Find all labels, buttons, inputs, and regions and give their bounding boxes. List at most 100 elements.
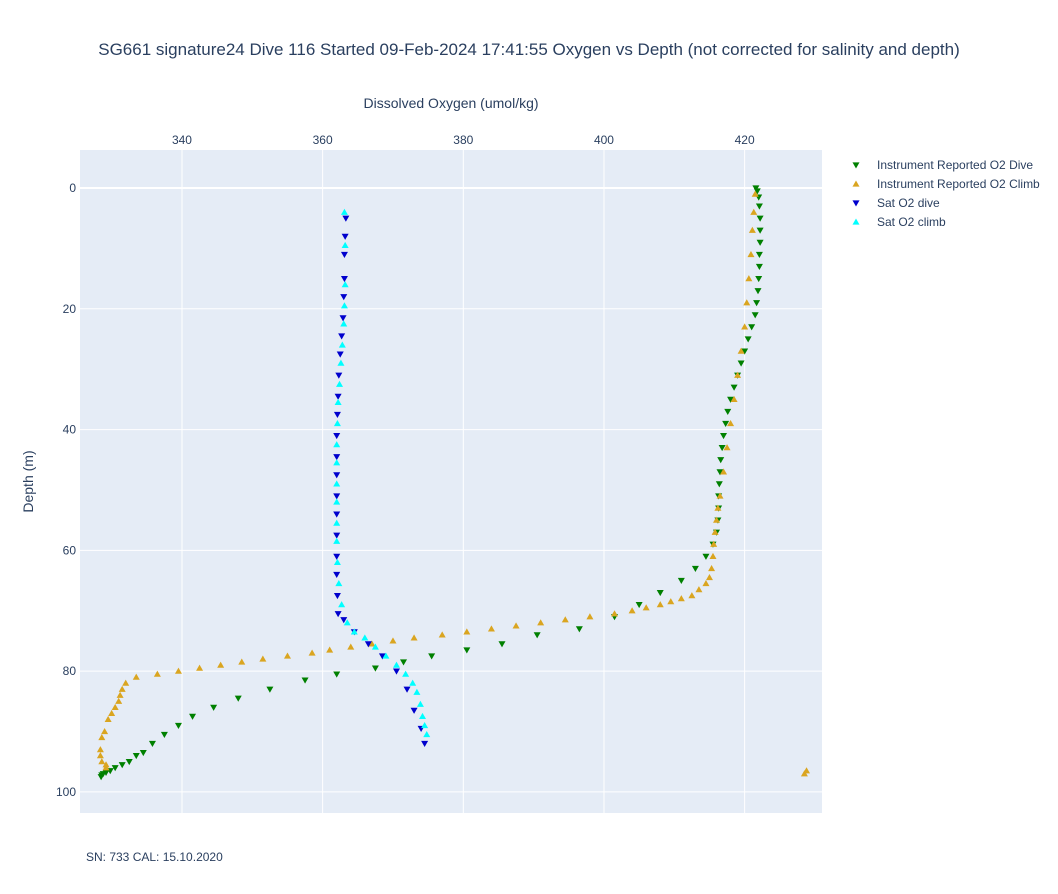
legend-marker-icon xyxy=(852,200,860,207)
y-tick-label: 80 xyxy=(63,664,77,678)
data-point xyxy=(340,617,348,624)
data-point xyxy=(342,215,350,222)
data-point xyxy=(421,721,429,729)
data-point xyxy=(392,661,400,668)
data-point xyxy=(533,632,541,639)
x-tick-label: 360 xyxy=(313,133,333,147)
data-point xyxy=(160,731,168,739)
data-point xyxy=(402,670,410,677)
data-point xyxy=(730,384,738,391)
data-point xyxy=(378,653,386,660)
data-point xyxy=(340,251,348,258)
y-tick-label: 40 xyxy=(63,423,77,437)
data-point xyxy=(350,628,358,635)
data-points xyxy=(96,185,811,781)
data-point xyxy=(747,250,755,258)
legend-label: Instrument Reported O2 Dive xyxy=(877,158,1033,172)
data-point xyxy=(333,571,341,578)
data-point xyxy=(537,619,545,626)
legend-label: Instrument Reported O2 Climb xyxy=(877,177,1040,191)
data-point xyxy=(234,695,242,702)
data-point xyxy=(308,649,316,656)
y-tick-labels: 0 20 40 60 80 100 xyxy=(56,181,76,799)
data-point xyxy=(702,553,710,560)
data-point xyxy=(341,241,349,249)
data-point xyxy=(716,469,724,476)
data-point xyxy=(702,580,710,587)
data-point xyxy=(340,294,348,301)
data-point xyxy=(751,190,759,197)
data-point xyxy=(111,703,119,710)
data-point xyxy=(720,432,728,440)
y-tick-label: 100 xyxy=(56,785,76,799)
data-point xyxy=(340,302,348,309)
x-tick-labels: 340 360 380 400 420 xyxy=(172,133,755,147)
data-point xyxy=(111,765,119,772)
data-point xyxy=(132,673,140,680)
data-point xyxy=(96,746,104,753)
legend-item[interactable]: Instrument Reported O2 Climb xyxy=(852,177,1041,191)
data-point xyxy=(611,610,619,617)
data-point xyxy=(174,722,182,729)
legend-item[interactable]: Instrument Reported O2 Dive xyxy=(852,158,1034,172)
data-point xyxy=(498,641,506,648)
data-point xyxy=(334,393,342,400)
data-point xyxy=(512,622,520,629)
data-point xyxy=(428,653,436,660)
data-point xyxy=(416,700,424,707)
data-point xyxy=(340,275,348,283)
data-point xyxy=(677,595,685,602)
data-point xyxy=(266,686,274,693)
data-point xyxy=(333,558,341,566)
legend[interactable]: Instrument Reported O2 Dive Instrument Re… xyxy=(852,158,1041,229)
data-point xyxy=(727,396,735,403)
legend-label: Sat O2 dive xyxy=(877,196,940,210)
x-tick-label: 340 xyxy=(172,133,192,147)
data-point xyxy=(561,616,569,623)
data-point xyxy=(336,351,344,358)
data-point xyxy=(756,215,764,222)
data-point xyxy=(118,685,126,692)
data-point xyxy=(714,504,722,511)
legend-item[interactable]: Sat O2 dive xyxy=(852,196,941,210)
data-point xyxy=(371,665,379,672)
data-point xyxy=(364,641,372,648)
data-point xyxy=(753,300,761,307)
data-point xyxy=(750,208,758,215)
data-point xyxy=(656,589,664,597)
data-point xyxy=(333,553,341,560)
data-point xyxy=(341,281,349,288)
data-point xyxy=(340,320,348,327)
data-point xyxy=(333,480,341,487)
data-point xyxy=(710,540,718,547)
data-point xyxy=(96,752,104,759)
data-point xyxy=(333,432,341,440)
legend-item[interactable]: Sat O2 climb xyxy=(852,215,947,229)
data-point xyxy=(333,454,341,461)
data-point xyxy=(139,749,147,757)
data-point xyxy=(335,372,343,379)
data-point xyxy=(755,275,763,283)
data-point xyxy=(723,444,731,451)
data-point xyxy=(118,762,126,769)
data-point xyxy=(97,774,105,781)
data-point xyxy=(705,574,713,581)
data-point xyxy=(722,420,730,428)
data-point xyxy=(586,613,594,620)
series-2 xyxy=(333,215,429,748)
data-point xyxy=(575,626,583,633)
data-point xyxy=(755,263,763,271)
data-point xyxy=(438,631,446,638)
data-point xyxy=(333,420,341,427)
data-point xyxy=(196,664,204,671)
data-point xyxy=(748,324,756,331)
data-point xyxy=(755,203,763,210)
data-point xyxy=(400,659,408,666)
x-tick-label: 420 xyxy=(735,133,755,147)
data-point xyxy=(745,275,753,282)
data-point xyxy=(333,511,341,518)
data-point xyxy=(125,759,133,766)
data-point xyxy=(744,336,752,343)
data-point xyxy=(691,565,699,572)
data-point xyxy=(713,516,721,523)
